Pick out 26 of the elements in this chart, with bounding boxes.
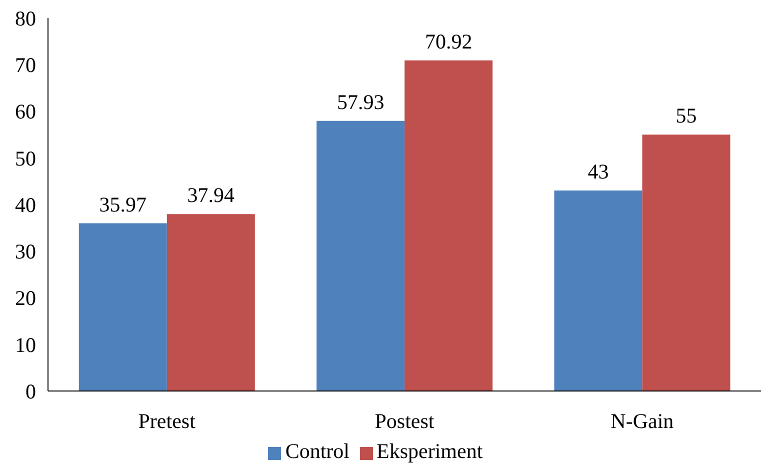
- data-label: 57.93: [336, 90, 384, 114]
- x-tick-label: Postest: [374, 408, 434, 433]
- data-label: 35.97: [99, 192, 147, 216]
- y-tick-label: 10: [15, 332, 36, 357]
- y-tick-label: 50: [15, 146, 36, 170]
- bar: [642, 134, 730, 391]
- y-tick-label: 0: [26, 379, 36, 404]
- bar: [554, 190, 642, 391]
- legend-label: Control: [285, 439, 350, 463]
- data-label: 55: [676, 104, 697, 128]
- y-tick-label: 20: [15, 286, 36, 310]
- data-label: 70.92: [424, 29, 472, 54]
- x-tick-label: N-Gain: [610, 408, 674, 433]
- y-tick-label: 70: [15, 53, 36, 78]
- data-label: 43: [588, 160, 609, 184]
- y-tick-label: 80: [15, 6, 36, 30]
- bar: [404, 60, 493, 391]
- bar: [166, 214, 255, 391]
- y-tick-label: 30: [15, 240, 36, 264]
- data-label: 37.94: [187, 183, 236, 208]
- legend-label: Eksperiment: [376, 439, 483, 463]
- x-tick-label: Pretest: [138, 408, 196, 433]
- y-tick-label: 40: [15, 192, 36, 217]
- bar: [316, 120, 405, 391]
- y-tick-label: 60: [15, 100, 36, 124]
- bar: [78, 223, 167, 391]
